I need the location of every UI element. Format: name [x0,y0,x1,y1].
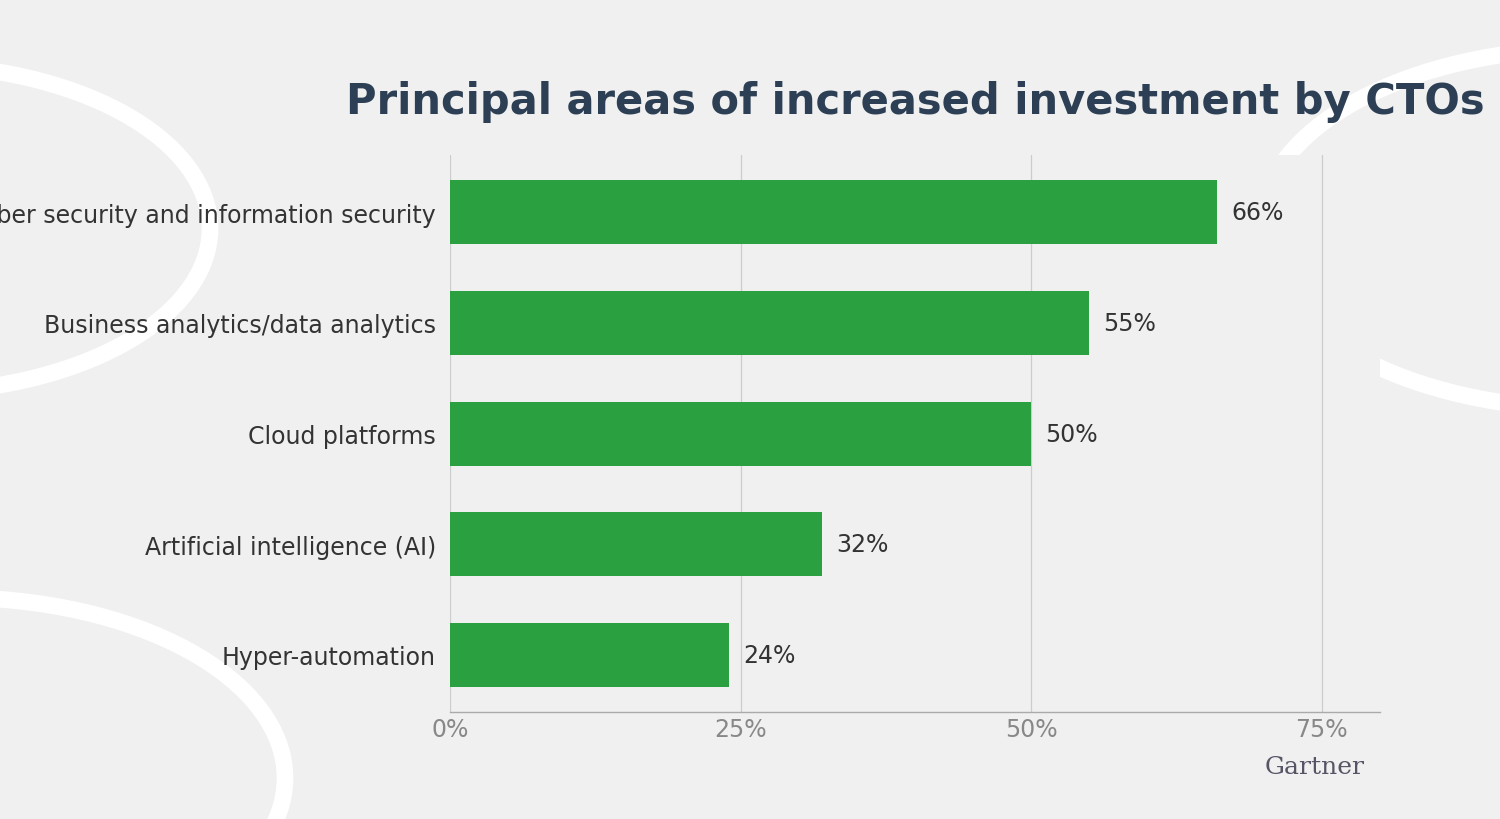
Text: 66%: 66% [1232,201,1284,225]
Text: 32%: 32% [836,532,888,557]
Text: Gartner: Gartner [1264,755,1365,778]
Bar [450,623,729,687]
Bar [450,181,1218,245]
Bar [450,402,1032,466]
Bar [450,292,1089,355]
Text: 55%: 55% [1104,311,1156,336]
Bar [450,513,822,577]
Text: 24%: 24% [742,643,795,667]
Title: Principal areas of increased investment by CTOs: Principal areas of increased investment … [345,81,1485,123]
Text: 50%: 50% [1046,422,1098,446]
